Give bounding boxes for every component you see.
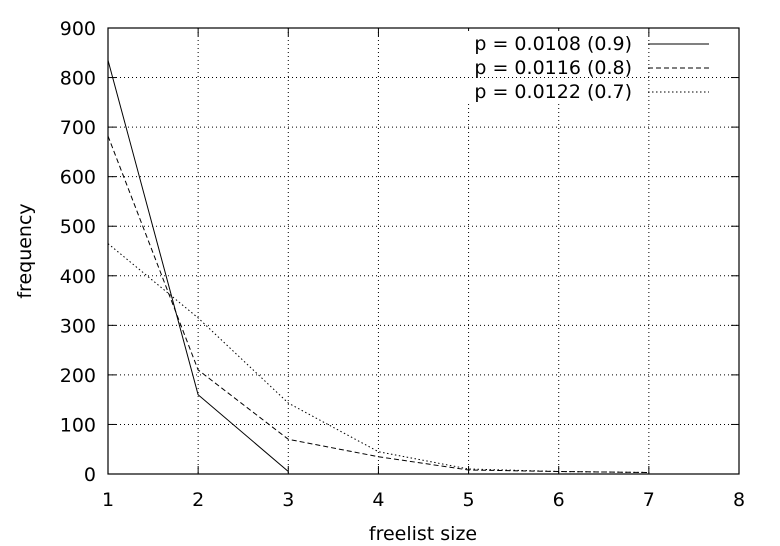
y-tick-label-200: 200	[60, 365, 96, 387]
legend-label-2: p = 0.0116 (0.8)	[474, 57, 632, 79]
y-tick-label-500: 500	[60, 216, 96, 238]
series-line-3	[107, 243, 649, 473]
tick-labels: 1 2 3 4 5 6 7 8 0 100 200 300 400 500 600 700 800 900	[60, 18, 745, 511]
x-axis-label: freelist size	[369, 523, 477, 545]
legend-label-background	[458, 31, 636, 53]
legend-label-background	[458, 79, 636, 101]
x-tick-label-5: 5	[463, 489, 475, 511]
x-tick-label-8: 8	[733, 489, 745, 511]
y-tick-label-100: 100	[60, 414, 96, 436]
series-lines	[107, 60, 649, 473]
y-tick-label-300: 300	[60, 315, 96, 337]
legend-label-background	[458, 55, 636, 77]
y-tick-label-0: 0	[84, 464, 96, 486]
y-tick-label-900: 900	[60, 18, 96, 40]
x-tick-label-1: 1	[102, 489, 114, 511]
x-tick-label-7: 7	[643, 489, 655, 511]
legend-label-3: p = 0.0122 (0.7)	[474, 81, 632, 103]
y-tick-label-400: 400	[60, 266, 96, 288]
legend-label-1: p = 0.0108 (0.9)	[474, 33, 632, 55]
y-tick-label-800: 800	[60, 68, 96, 90]
y-axis-label: frequency	[14, 203, 36, 298]
x-tick-label-2: 2	[192, 489, 204, 511]
x-tick-label-6: 6	[553, 489, 565, 511]
legend: p = 0.0108 (0.9)p = 0.0116 (0.8)p = 0.01…	[458, 31, 709, 103]
plot-frame	[107, 27, 740, 475]
x-tick-label-3: 3	[282, 489, 294, 511]
series-line-1	[107, 60, 289, 472]
grid-lines	[108, 28, 739, 474]
series-line-2	[107, 135, 649, 473]
axis-ticks	[107, 27, 740, 475]
x-tick-label-4: 4	[372, 489, 384, 511]
y-tick-label-700: 700	[60, 117, 96, 139]
y-tick-label-600: 600	[60, 167, 96, 189]
